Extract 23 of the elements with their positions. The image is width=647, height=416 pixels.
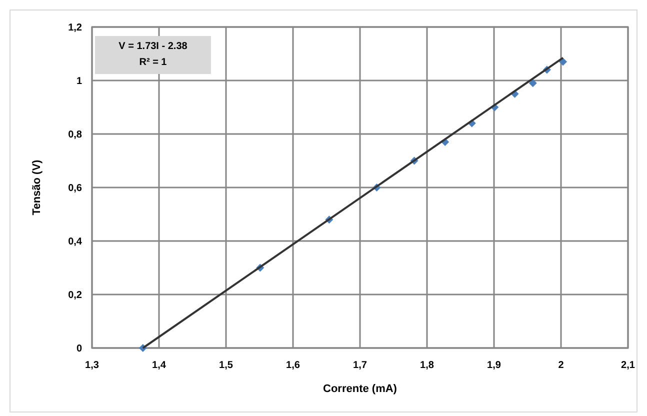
y-tick-label: 0,4 [68, 236, 82, 248]
x-tick-label: 1,6 [286, 360, 300, 371]
equation-box: V = 1.73I - 2.38 R² = 1 [95, 36, 211, 74]
x-tick-label: 1,5 [219, 360, 234, 371]
x-tick-label: 2,1 [621, 360, 636, 371]
y-tick-label: 0,6 [68, 183, 82, 194]
x-tick-label: 1,4 [152, 360, 166, 371]
y-tick-label: 1,2 [68, 22, 82, 34]
y-tick-label: 0,2 [68, 290, 82, 301]
y-tick-label: 0 [76, 344, 82, 354]
y-tick-label: 0,8 [68, 130, 82, 140]
y-axis-title: Tensão (V) [31, 159, 43, 216]
x-tick-label: 1,8 [420, 360, 434, 371]
x-axis-title: Corrente (mA) [323, 383, 398, 395]
annotation: V = 1.73I - 2.38 [118, 41, 188, 52]
point [559, 58, 568, 66]
point [528, 79, 537, 88]
x-tick-label: 1,7 [353, 360, 368, 371]
y-tick-label: 1 [76, 76, 82, 87]
x-tick-label: 2 [558, 360, 564, 371]
x-tick-label: 1,9 [487, 360, 502, 371]
annotation: R² = 1 [139, 57, 168, 68]
x-tick-label: 1,3 [85, 360, 100, 371]
